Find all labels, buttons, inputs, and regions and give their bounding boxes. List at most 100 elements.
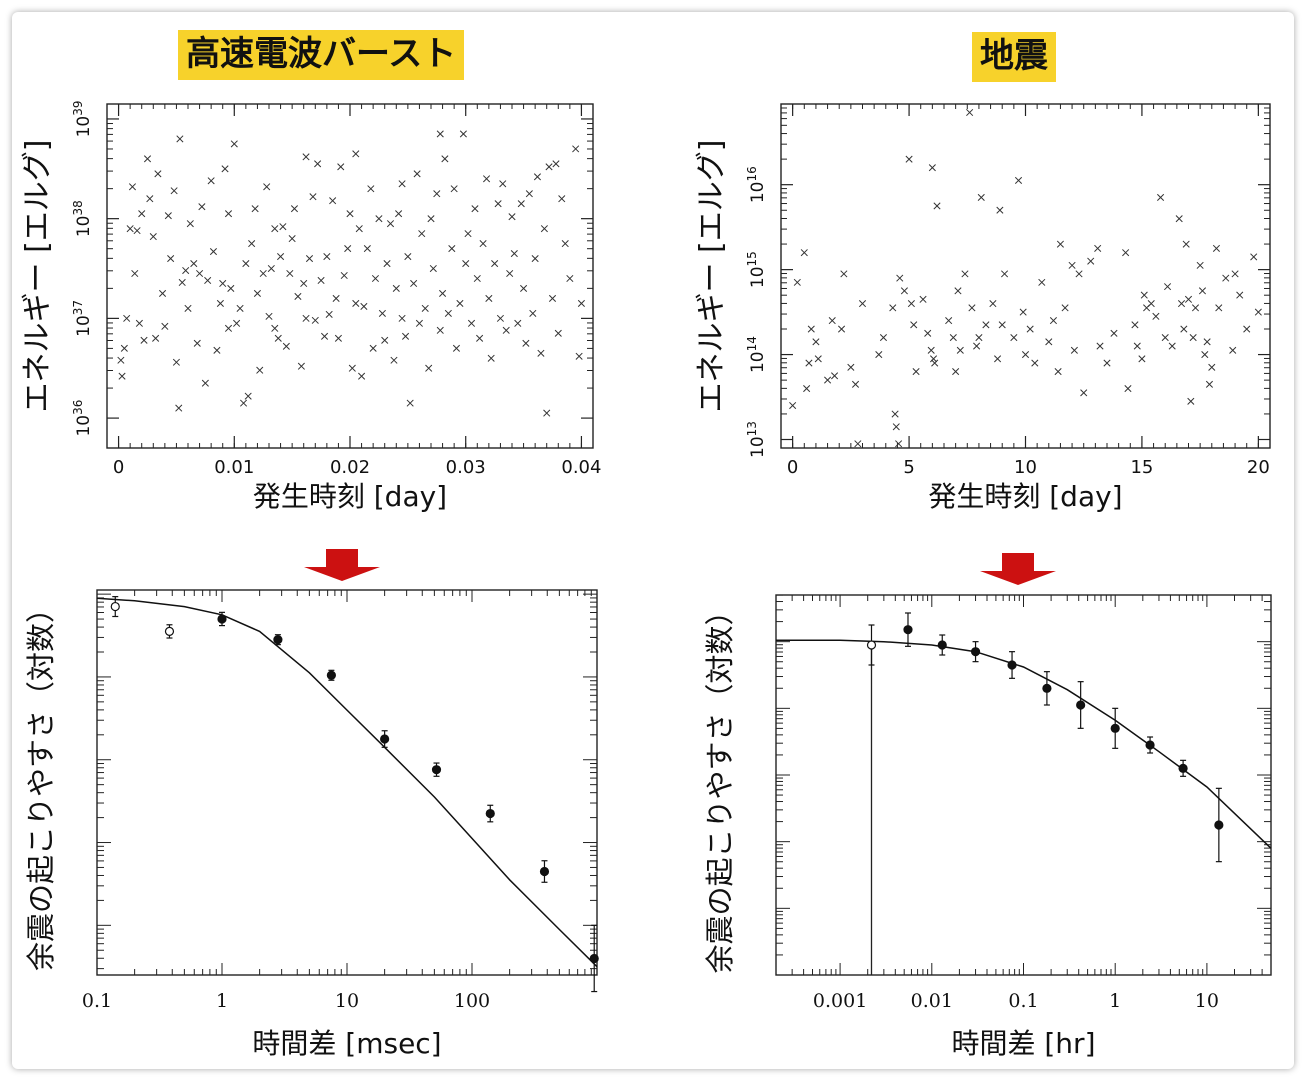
- filled-data-point: [1007, 651, 1017, 679]
- data-point-x-marker: [386, 220, 395, 228]
- data-point-x-marker: [320, 332, 329, 340]
- marker-stroke: [290, 205, 299, 213]
- marker-stroke: [1019, 308, 1027, 316]
- point-marker: [1178, 763, 1188, 773]
- data-point-x-marker: [533, 173, 542, 181]
- open-data-point: [110, 596, 120, 618]
- data-point-x-marker: [1222, 274, 1230, 282]
- data-point-x-marker: [471, 205, 479, 213]
- data-point-x-marker: [924, 329, 932, 337]
- marker-stroke: [793, 278, 801, 286]
- data-point-x-marker: [305, 254, 314, 263]
- point-marker: [539, 866, 550, 877]
- marker-stroke: [1021, 351, 1030, 359]
- data-point-x-marker: [193, 339, 201, 347]
- marker-stroke: [216, 299, 224, 307]
- marker-stroke: [404, 253, 412, 261]
- marker-stroke: [1138, 355, 1146, 363]
- marker-stroke: [236, 304, 244, 312]
- x-axis-label: 時間差 [msec]: [252, 1027, 441, 1060]
- data-point-x-marker: [891, 410, 899, 418]
- data-point-x-marker: [418, 230, 426, 238]
- marker-stroke: [989, 300, 997, 308]
- data-point-x-marker: [1061, 304, 1069, 312]
- marker-stroke: [398, 180, 406, 188]
- marker-stroke: [1187, 397, 1195, 405]
- filled-data-point: [485, 804, 495, 823]
- marker-stroke: [239, 399, 248, 407]
- data-point-x-marker: [508, 213, 516, 221]
- data-point-x-marker: [441, 155, 449, 163]
- marker-stroke: [271, 324, 279, 332]
- marker-stroke: [1161, 334, 1169, 342]
- marker-stroke: [933, 202, 941, 210]
- marker-stroke: [244, 392, 252, 400]
- data-point-x-marker: [288, 235, 296, 243]
- data-point-x-marker: [929, 355, 938, 363]
- marker-stroke: [213, 346, 221, 354]
- data-point-x-marker: [561, 240, 569, 248]
- marker-stroke: [378, 309, 386, 317]
- marker-stroke: [332, 294, 340, 302]
- marker-stroke: [390, 356, 398, 364]
- point-marker: [431, 765, 442, 775]
- y-tick-label: 1039: [71, 100, 94, 137]
- marker-stroke: [552, 160, 560, 168]
- data-point-x-marker: [355, 225, 363, 233]
- marker-stroke: [994, 355, 1002, 363]
- data-point-x-marker: [186, 220, 194, 228]
- data-point-x-marker: [1201, 351, 1209, 359]
- data-point-x-marker: [236, 304, 244, 312]
- x-tick-label: 0.01: [911, 990, 953, 1012]
- marker-stroke: [517, 200, 525, 208]
- marker-stroke: [248, 240, 256, 248]
- marker-stroke: [506, 269, 514, 278]
- data-point-x-marker: [975, 334, 983, 342]
- marker-stroke: [302, 153, 310, 161]
- marker-stroke: [190, 259, 198, 268]
- marker-stroke: [961, 270, 969, 278]
- marker-stroke: [522, 339, 530, 347]
- marker-stroke: [1140, 291, 1148, 299]
- marker-stroke: [508, 213, 516, 221]
- data-point-x-marker: [363, 245, 371, 253]
- marker-stroke: [305, 254, 314, 263]
- data-point-x-marker: [410, 279, 418, 288]
- filled-data-point: [970, 641, 981, 663]
- data-point-x-marker: [207, 177, 215, 185]
- x-tick-label: 10: [1195, 990, 1219, 1012]
- data-point-x-marker: [271, 225, 279, 233]
- marker-stroke: [456, 299, 464, 307]
- marker-stroke: [789, 401, 797, 410]
- marker-stroke: [462, 259, 470, 268]
- data-point-x-marker: [224, 324, 233, 332]
- data-point-x-marker: [807, 325, 815, 333]
- marker-stroke: [410, 279, 418, 288]
- marker-stroke: [140, 336, 148, 344]
- marker-stroke: [892, 423, 900, 431]
- marker-stroke: [1014, 176, 1023, 184]
- marker-stroke: [193, 339, 201, 347]
- plot-frame: [780, 103, 1271, 449]
- data-point-x-marker: [383, 259, 391, 268]
- data-point-x-marker: [487, 354, 495, 362]
- data-point-x-marker: [994, 355, 1002, 363]
- y-tick-label: 1013: [745, 421, 768, 458]
- marker-stroke: [968, 304, 976, 312]
- marker-stroke: [360, 302, 368, 310]
- point-marker: [903, 625, 913, 635]
- marker-stroke: [120, 344, 128, 352]
- data-point-x-marker: [294, 292, 302, 300]
- data-point-x-marker: [1133, 342, 1141, 350]
- data-point-x-marker: [140, 336, 148, 344]
- marker-stroke: [910, 321, 918, 329]
- y-axis-label: 余震の起こりやすさ（対数）: [24, 594, 58, 971]
- y-tick-label: 1016: [745, 166, 768, 203]
- marker-stroke: [975, 334, 983, 342]
- x-tick-label: 10: [335, 990, 359, 1012]
- y-axis-label: エネルギー [エルグ]: [20, 140, 55, 413]
- data-point-x-marker: [1250, 253, 1258, 261]
- data-point-x-marker: [854, 440, 862, 448]
- marker-stroke: [267, 264, 275, 273]
- marker-stroke: [123, 314, 131, 322]
